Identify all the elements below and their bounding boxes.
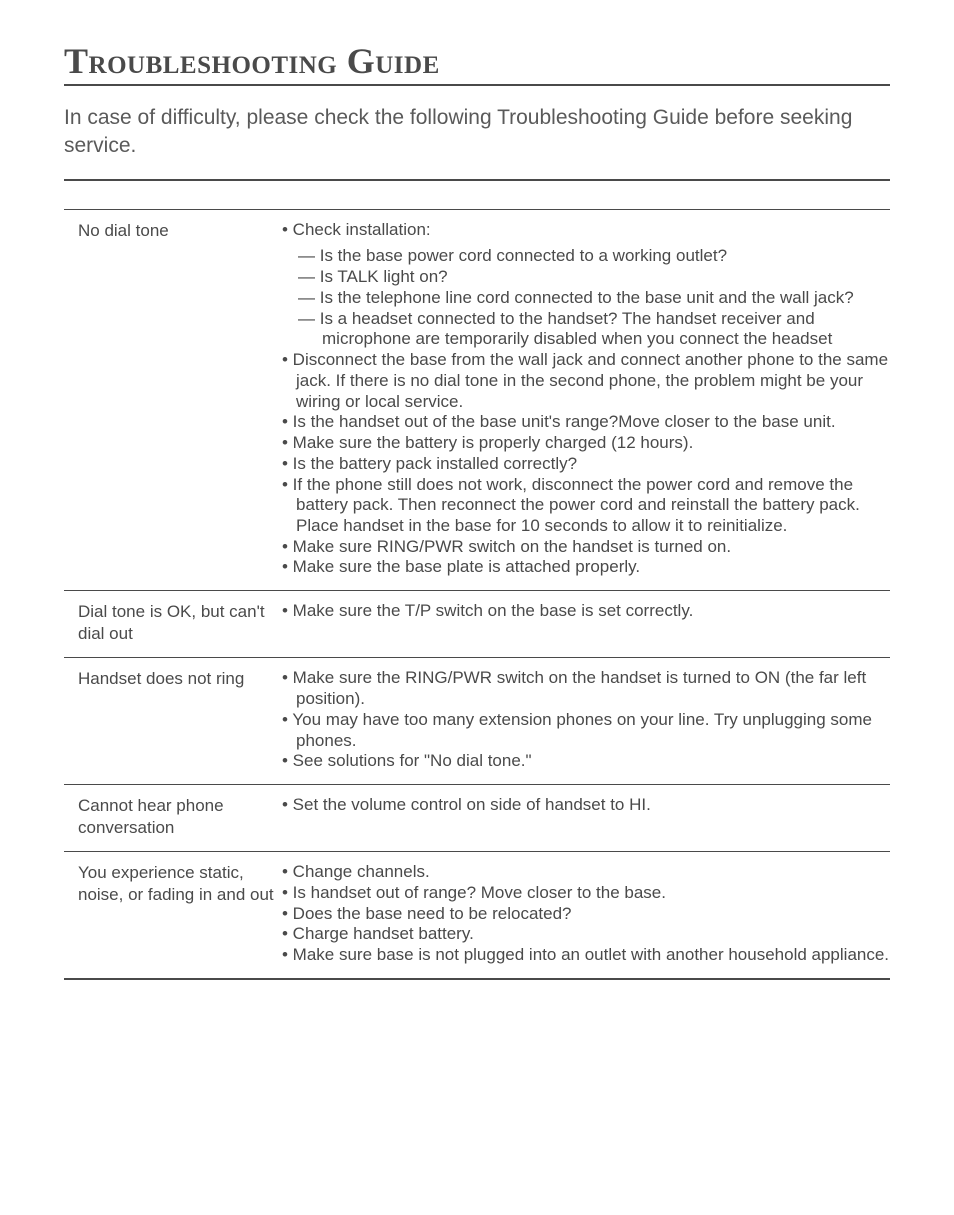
bullet-item: • Make sure base is not plugged into an …	[296, 945, 890, 966]
troubleshoot-row: Cannot hear phone conversation • Set the…	[64, 785, 890, 851]
bullet-item: • Charge handset battery.	[296, 924, 890, 945]
bullet-item: • Change channels.	[296, 862, 890, 883]
problem-label: No dial tone	[64, 220, 282, 578]
troubleshoot-row: Handset does not ring • Make sure the RI…	[64, 658, 890, 784]
bullet-item: • Make sure the T/P switch on the base i…	[296, 601, 890, 622]
problem-label: Handset does not ring	[64, 668, 282, 772]
bullet-item: • Make sure the battery is properly char…	[296, 433, 890, 454]
troubleshoot-row: No dial tone • Check installation: — Is …	[64, 210, 890, 590]
troubleshoot-row: Dial tone is OK, but can't dial out • Ma…	[64, 591, 890, 657]
bullet-item: • Make sure RING/PWR switch on the hands…	[296, 537, 890, 558]
problem-label: You experience static, noise, or fading …	[64, 862, 282, 966]
lead-bullet: • Check installation:	[282, 220, 890, 241]
sub-item: — Is a headset connected to the handset?…	[322, 309, 890, 350]
bullet-item: • Set the volume control on side of hand…	[296, 795, 890, 816]
troubleshoot-row: You experience static, noise, or fading …	[64, 852, 890, 978]
sub-item: — Is TALK light on?	[322, 267, 890, 288]
sub-item: — Is the base power cord connected to a …	[322, 246, 890, 267]
problem-label: Dial tone is OK, but can't dial out	[64, 601, 282, 645]
bullet-item: • Does the base need to be relocated?	[296, 904, 890, 925]
bullet-item: • See solutions for "No dial tone."	[296, 751, 890, 772]
intro-text: In case of difficulty, please check the …	[64, 104, 890, 161]
bullet-item: • Is handset out of range? Move closer t…	[296, 883, 890, 904]
sub-item: — Is the telephone line cord connected t…	[322, 288, 890, 309]
bullet-item: • Disconnect the base from the wall jack…	[296, 350, 890, 412]
problem-label: Cannot hear phone conversation	[64, 795, 282, 839]
bullet-item: • Is the handset out of the base unit's …	[296, 412, 890, 433]
bullet-item: • You may have too many extension phones…	[296, 710, 890, 751]
bullet-item: • If the phone still does not work, disc…	[296, 475, 890, 537]
bullet-item: • Is the battery pack installed correctl…	[296, 454, 890, 475]
bullet-item: • Make sure the RING/PWR switch on the h…	[296, 668, 890, 709]
divider	[64, 978, 890, 980]
bullet-item: • Make sure the base plate is attached p…	[296, 557, 890, 578]
page-title: Troubleshooting Guide	[64, 40, 890, 86]
